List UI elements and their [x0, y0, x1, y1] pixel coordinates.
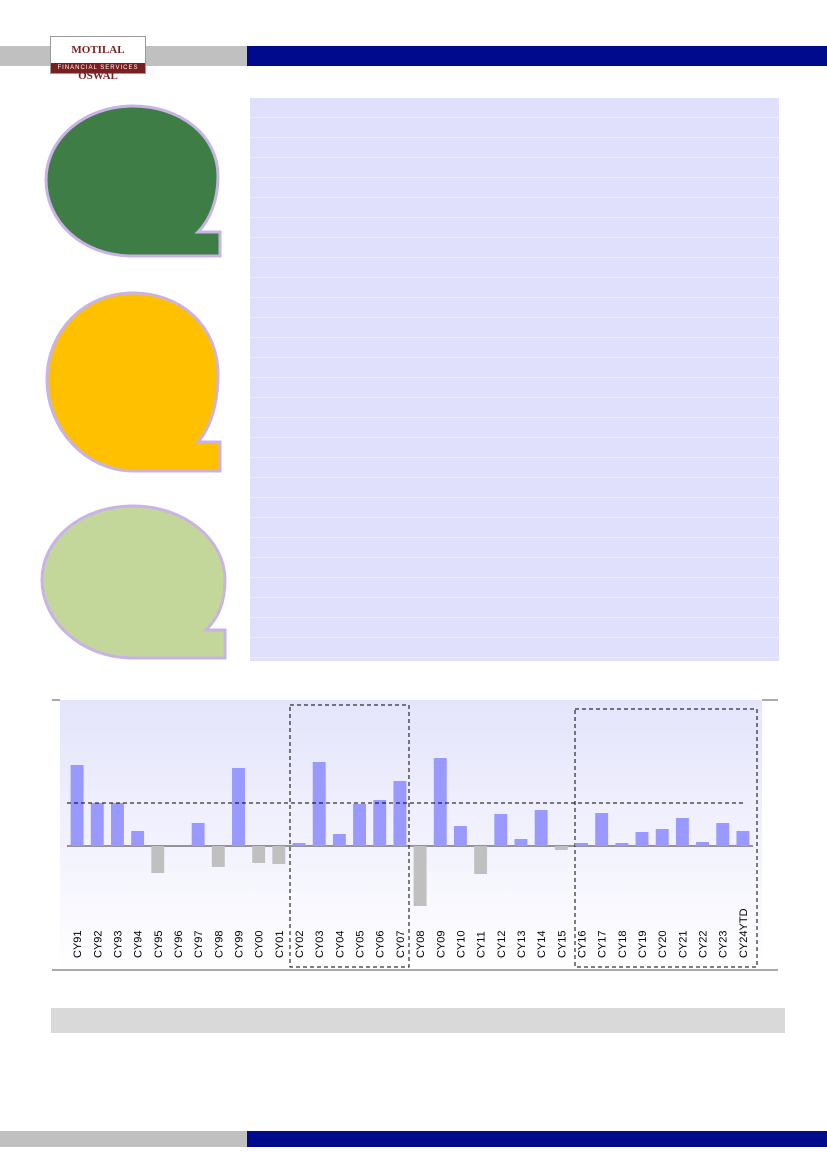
x-tick-label: CY12 [496, 930, 508, 958]
bar [514, 839, 528, 846]
x-tick-label: CY14 [536, 930, 548, 958]
bubbles [40, 104, 227, 660]
bar [575, 843, 588, 846]
x-tick-label: CY99 [234, 930, 246, 958]
x-tick-label: CY94 [133, 930, 145, 958]
x-tick-label: CY17 [597, 930, 609, 958]
highlight-box [574, 708, 758, 968]
bar [474, 846, 488, 874]
bar [373, 800, 387, 846]
bar [696, 842, 710, 846]
x-tick-label: CY09 [435, 930, 447, 958]
x-tick-label: CY92 [92, 930, 104, 958]
bubble-lightgreen [40, 504, 227, 660]
bar [554, 846, 568, 850]
bar [393, 781, 407, 846]
bar [494, 814, 508, 846]
x-tick-label: CY04 [334, 930, 346, 958]
bar [675, 818, 689, 846]
bar [453, 826, 467, 846]
bar [433, 758, 447, 846]
bar [70, 765, 84, 846]
bar [110, 803, 124, 846]
bar [534, 810, 548, 846]
x-tick-label: CY01 [274, 930, 286, 958]
x-tick-label: CY06 [375, 930, 387, 958]
bar [635, 832, 649, 846]
x-tick-label: CY00 [254, 930, 266, 958]
header-bar-navy [247, 46, 827, 66]
x-tick-label: CY20 [657, 930, 669, 958]
x-tick-label: CY05 [355, 930, 367, 958]
footer-bar-navy [247, 1131, 827, 1147]
bar [131, 831, 145, 846]
x-tick-label: CY22 [698, 930, 710, 958]
caption-bar [51, 1008, 785, 1033]
x-tick-label: CY24YTD [738, 908, 750, 958]
bar [252, 846, 266, 863]
text-panel [250, 98, 779, 661]
x-tick-label: CY15 [556, 930, 568, 958]
highlight-box [289, 704, 410, 968]
x-tick-label: CY18 [617, 930, 629, 958]
footer-bar-gray [0, 1131, 247, 1147]
x-tick-label: CY93 [112, 930, 124, 958]
x-tick-label: CY13 [516, 930, 528, 958]
bar [232, 768, 245, 846]
logo-brand: MOTILAL OSWAL [51, 37, 145, 82]
bar [90, 803, 104, 846]
bar [353, 804, 367, 846]
bar [272, 846, 286, 864]
bar [292, 843, 306, 846]
x-tick-label: CY95 [153, 930, 165, 958]
bar [655, 829, 669, 846]
bar [332, 834, 346, 846]
x-tick-label: CY23 [718, 930, 730, 958]
bar [413, 846, 427, 906]
x-tick-label: CY02 [294, 930, 306, 958]
bar [716, 823, 730, 846]
x-tick-label: CY91 [72, 930, 84, 958]
bar [151, 846, 165, 873]
x-tick-label: CY98 [213, 930, 225, 958]
bar [736, 831, 750, 846]
bar [211, 846, 225, 867]
bar [312, 762, 326, 846]
x-tick-label: CY03 [314, 930, 326, 958]
x-tick-label: CY21 [677, 930, 689, 958]
x-tick-label: CY10 [455, 930, 467, 958]
x-tick-label: CY97 [193, 930, 205, 958]
logo-tagline: FINANCIAL SERVICES [51, 63, 145, 73]
chart: CY91 CY92 CY93 CY94 CY95 CY96 CY97 CY98 CY99 CY00… [52, 699, 778, 971]
x-tick-label: CY96 [173, 930, 185, 958]
x-tick-label: CY11 [476, 931, 488, 958]
bar [191, 823, 205, 846]
x-tick-label: CY16 [577, 930, 589, 958]
bubble-yellow [45, 291, 222, 473]
x-tick-label: CY08 [415, 930, 427, 958]
logo: MOTILAL OSWAL FINANCIAL SERVICES [50, 36, 146, 82]
x-tick-label: CY19 [637, 930, 649, 958]
bar [615, 843, 629, 846]
bar [595, 813, 609, 846]
x-tick-label: CY07 [395, 930, 407, 958]
bubble-green [44, 104, 222, 258]
